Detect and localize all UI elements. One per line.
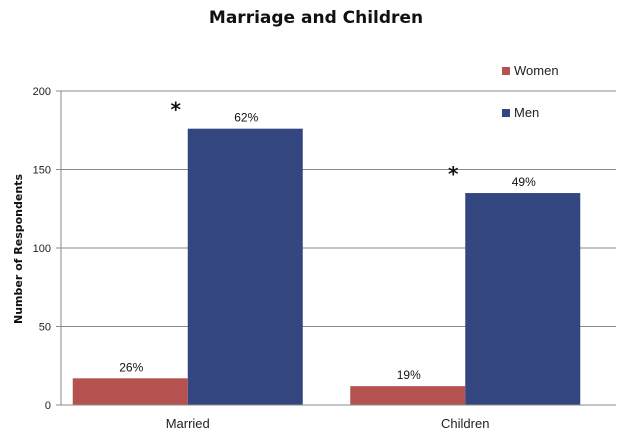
bar-women-married <box>72 378 188 405</box>
legend: Women Men <box>502 63 559 120</box>
bar-women-children <box>350 386 466 405</box>
x-axis-categories: Married Children <box>166 416 490 431</box>
legend-swatch-men <box>502 109 510 117</box>
bars <box>72 128 581 405</box>
data-label: 26% <box>119 360 143 374</box>
x-category-label: Children <box>441 416 489 431</box>
y-axis-label: Number of Respondents <box>12 174 25 324</box>
data-labels: 26% 62% 19% 49% <box>119 111 536 382</box>
significance-marker: * <box>171 98 182 122</box>
chart-title: Marriage and Children <box>209 8 423 28</box>
data-label: 49% <box>512 175 536 189</box>
bar-men-married <box>187 128 303 405</box>
bar-men-children <box>465 193 581 405</box>
data-label: 62% <box>234 111 258 125</box>
y-axis-ticks: 0 50 100 150 200 <box>33 86 61 412</box>
data-label: 19% <box>397 368 421 382</box>
legend-label-men: Men <box>514 105 539 120</box>
annotations: ** <box>171 98 460 186</box>
axes <box>60 91 616 406</box>
y-tick-label: 50 <box>39 322 51 334</box>
significance-marker: * <box>448 162 459 186</box>
y-tick-label: 100 <box>33 243 51 255</box>
legend-label-women: Women <box>514 63 559 78</box>
legend-swatch-women <box>502 67 510 75</box>
y-tick-label: 0 <box>45 400 51 412</box>
y-tick-label: 150 <box>33 165 51 177</box>
x-category-label: Married <box>166 416 210 431</box>
y-tick-label: 200 <box>33 86 51 98</box>
